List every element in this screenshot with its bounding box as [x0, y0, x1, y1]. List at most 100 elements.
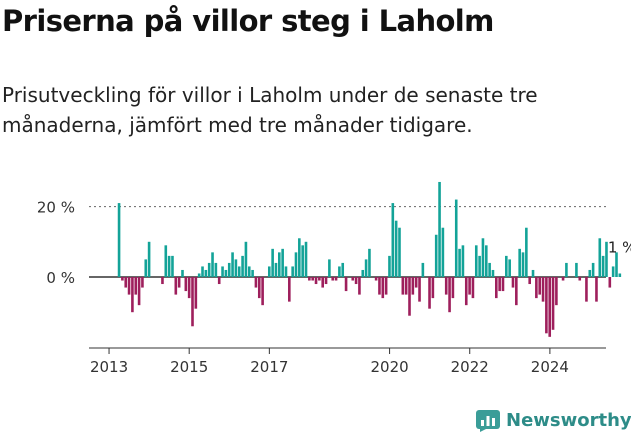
bar: [578, 277, 582, 281]
bar: [137, 277, 141, 306]
bar: [141, 277, 144, 288]
bar: [535, 277, 538, 299]
bar: [561, 277, 565, 281]
bar: [511, 277, 515, 288]
bar: [184, 277, 188, 292]
bar: [448, 277, 451, 313]
bar: [404, 277, 408, 295]
bar: [221, 266, 224, 277]
bar: [521, 252, 525, 277]
bar: [575, 262, 578, 277]
bar: [418, 277, 421, 302]
bar: [411, 277, 415, 295]
page-title: Priserna på villor steg i Laholm: [2, 4, 494, 38]
bar: [174, 277, 178, 295]
bar: [458, 248, 461, 277]
bar: [478, 255, 481, 277]
bar: [351, 277, 355, 281]
bar: [615, 252, 618, 277]
bar: [291, 266, 294, 277]
bar: [161, 277, 164, 285]
bar: [314, 277, 318, 285]
bar: [231, 252, 234, 277]
bar: [414, 277, 418, 288]
bar: [271, 248, 274, 277]
bar: [484, 245, 488, 277]
bar: [294, 252, 298, 277]
bar: [194, 277, 198, 309]
bar: [288, 277, 291, 302]
x-tick-label: 2015: [170, 358, 208, 376]
bar: [381, 277, 385, 299]
bar: [585, 277, 588, 302]
x-tick-label: 2017: [250, 358, 288, 376]
bar: [211, 252, 214, 277]
bar: [428, 277, 431, 309]
bar: [401, 277, 405, 295]
bar: [281, 248, 284, 277]
bar: [187, 277, 191, 299]
y-tick-label: 20 %: [37, 199, 75, 217]
bar: [117, 203, 121, 277]
brand-name: Newsworthy: [506, 409, 631, 431]
bar: [227, 262, 231, 277]
bar: [308, 277, 311, 281]
bar: [121, 277, 124, 281]
bar: [201, 266, 204, 277]
bar: [134, 277, 138, 295]
bar: [237, 266, 241, 277]
x-tick-label: 2020: [370, 358, 408, 376]
bar: [488, 262, 491, 277]
bar: [588, 269, 592, 277]
bar: [471, 277, 475, 299]
bar: [181, 269, 184, 277]
bar: [501, 277, 505, 292]
bar: [171, 255, 174, 277]
bar: [548, 277, 552, 337]
bar: [338, 266, 341, 277]
bar: [251, 269, 254, 277]
bar: [261, 277, 264, 306]
bar: [555, 277, 558, 306]
bar: [408, 277, 411, 316]
bar: [217, 277, 221, 285]
bar: [601, 255, 605, 277]
bar: [374, 277, 378, 281]
bar: [538, 277, 541, 295]
bar: [191, 277, 194, 327]
bar: [454, 199, 458, 277]
chart-subtitle: Prisutveckling för villor i Laholm under…: [2, 83, 538, 137]
bar: [144, 259, 148, 277]
bar: [508, 259, 511, 277]
bar: [177, 277, 181, 288]
bar: [541, 277, 545, 302]
bar: [324, 277, 328, 285]
bar: [525, 227, 528, 277]
bar: [498, 277, 501, 292]
bar: [207, 262, 211, 277]
bar: [197, 273, 201, 277]
bar: [431, 277, 435, 299]
bar: [344, 277, 348, 292]
bar: [434, 234, 438, 277]
x-tick-label: 2013: [90, 358, 128, 376]
bar: [388, 255, 391, 277]
bar: [591, 262, 595, 277]
bar: [551, 277, 555, 330]
bar: [608, 277, 612, 288]
bar: [304, 241, 308, 277]
bar: [505, 255, 508, 277]
bar: [481, 238, 485, 277]
bar: [267, 266, 271, 277]
bar: [124, 277, 128, 288]
bar: [364, 259, 368, 277]
bar: [398, 227, 401, 277]
bar: [167, 255, 171, 277]
bar: [394, 220, 398, 277]
bar: [515, 277, 518, 306]
newsworthy-logo-icon: [476, 410, 500, 432]
bar: [451, 277, 455, 299]
last-value-annotation: 1 %: [608, 238, 631, 256]
bar: [164, 245, 168, 277]
bar: [254, 277, 258, 288]
